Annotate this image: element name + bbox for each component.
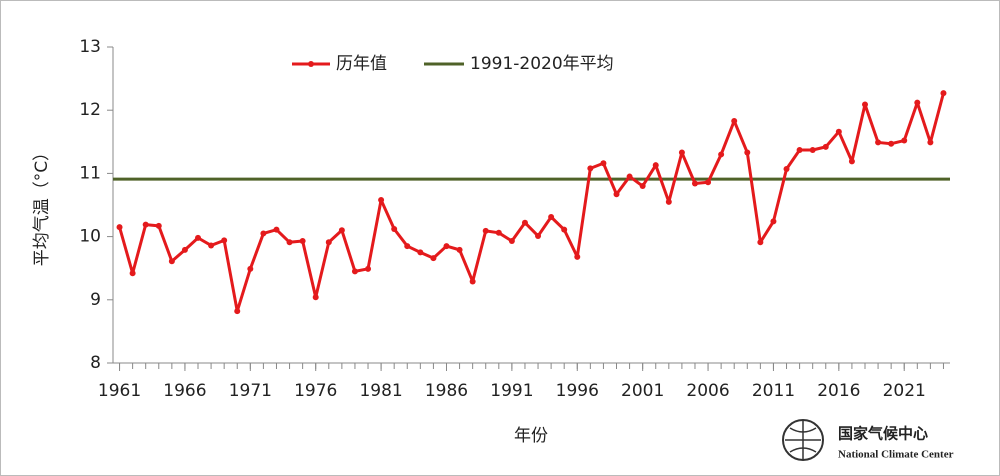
point xyxy=(299,238,306,245)
point xyxy=(822,143,829,150)
point xyxy=(927,139,934,146)
point xyxy=(129,270,136,277)
y-tick-label: 8 xyxy=(90,353,101,373)
point xyxy=(391,226,398,233)
x-tick-label: 1966 xyxy=(163,381,206,401)
y-tick-label: 12 xyxy=(79,100,101,120)
point xyxy=(221,237,228,244)
point xyxy=(731,117,738,124)
x-tick-label: 1996 xyxy=(556,381,599,401)
point xyxy=(273,226,280,233)
point xyxy=(875,139,882,146)
point xyxy=(561,226,568,233)
point xyxy=(325,239,332,246)
point xyxy=(770,218,777,225)
logo: 国家气候中心 National Climate Center xyxy=(782,419,954,461)
point xyxy=(535,232,542,239)
series-line xyxy=(118,92,945,313)
x-tick-label: 2006 xyxy=(686,381,729,401)
point xyxy=(404,243,411,250)
point xyxy=(809,147,816,154)
x-tick-label: 2021 xyxy=(883,381,926,401)
point xyxy=(783,165,790,172)
point xyxy=(626,173,633,180)
point xyxy=(718,151,725,158)
x-axis-label: 年份 xyxy=(514,426,548,446)
x-tick-label: 1981 xyxy=(359,381,402,401)
x-tick-label: 2016 xyxy=(817,381,860,401)
point xyxy=(901,137,908,144)
point xyxy=(548,214,555,221)
point xyxy=(247,265,254,272)
point xyxy=(940,90,947,97)
point xyxy=(705,179,712,186)
point xyxy=(848,158,855,165)
logo-lines xyxy=(785,420,821,460)
x-tick-label: 1971 xyxy=(229,381,272,401)
legend-marker xyxy=(308,61,314,67)
logo-en: National Climate Center xyxy=(838,449,954,461)
x-tick-label: 2001 xyxy=(621,381,664,401)
point xyxy=(142,221,149,228)
point xyxy=(652,162,659,169)
point xyxy=(260,230,267,237)
point xyxy=(312,294,319,301)
point xyxy=(665,198,672,205)
point xyxy=(508,238,515,245)
point xyxy=(835,128,842,135)
point xyxy=(691,180,698,187)
point xyxy=(914,99,921,106)
point xyxy=(443,243,450,250)
point xyxy=(587,165,594,172)
point xyxy=(286,239,293,246)
point xyxy=(482,227,489,234)
point xyxy=(168,258,175,265)
point xyxy=(181,246,188,253)
y-tick-label: 10 xyxy=(79,227,101,247)
point xyxy=(469,278,476,285)
point xyxy=(417,249,424,256)
y-tick-label: 13 xyxy=(79,37,101,57)
x-tick-label: 2011 xyxy=(752,381,795,401)
point xyxy=(796,147,803,154)
legend-label: 1991-2020年平均 xyxy=(470,54,614,74)
point xyxy=(757,239,764,246)
point xyxy=(378,196,385,203)
x-tick-label: 1986 xyxy=(425,381,468,401)
point xyxy=(574,253,581,260)
point xyxy=(351,268,358,275)
point xyxy=(639,183,646,190)
point xyxy=(861,101,868,108)
point xyxy=(116,224,123,231)
y-tick-label: 9 xyxy=(90,290,101,310)
point xyxy=(208,242,215,249)
point xyxy=(195,234,202,241)
point xyxy=(600,160,607,167)
x-tick-label: 1976 xyxy=(294,381,337,401)
point xyxy=(234,308,241,315)
point xyxy=(430,255,437,262)
point xyxy=(365,265,372,272)
x-tick-label: 1961 xyxy=(98,381,141,401)
point xyxy=(521,219,528,226)
point xyxy=(744,149,751,156)
point xyxy=(678,149,685,156)
x-tick-label: 1991 xyxy=(490,381,533,401)
logo-cn: 国家气候中心 xyxy=(838,425,928,443)
point xyxy=(495,229,502,236)
point xyxy=(613,191,620,198)
point xyxy=(155,222,162,229)
point xyxy=(456,246,463,253)
y-tick-label: 11 xyxy=(79,163,101,183)
legend-label: 历年值 xyxy=(336,54,387,74)
point xyxy=(888,140,895,147)
y-axis-label: 平均气温（°C） xyxy=(32,144,52,266)
point xyxy=(338,227,345,234)
